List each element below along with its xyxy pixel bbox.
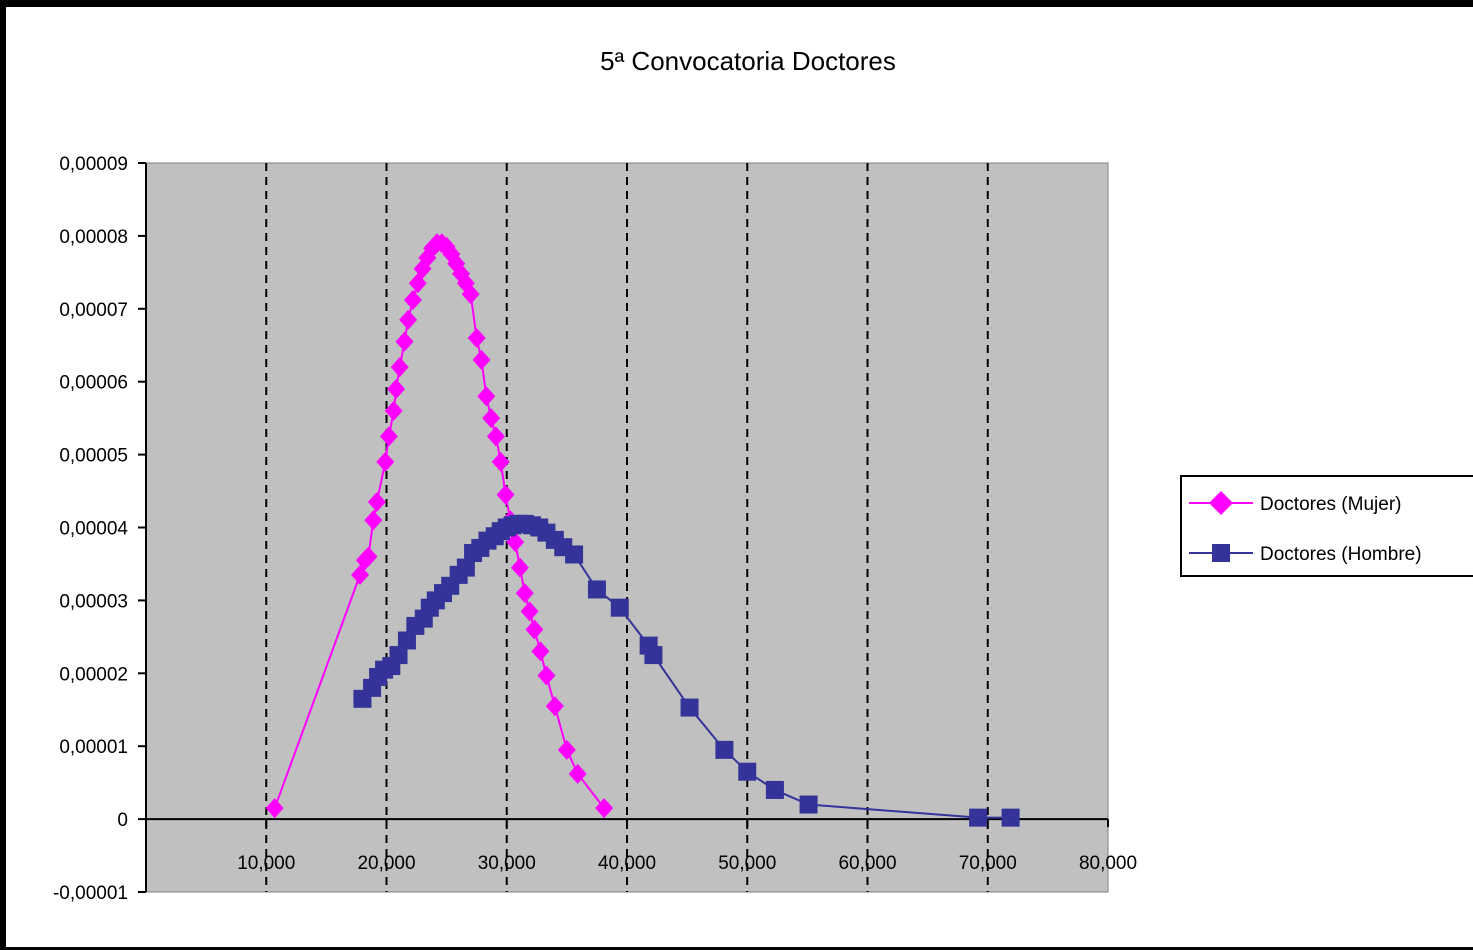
data-point-diamond bbox=[515, 583, 534, 604]
data-point-diamond bbox=[399, 309, 418, 330]
x-axis-ticks: 10,000 20,000 30,000 40,000 50,000 60,000 70,0… bbox=[237, 819, 1137, 874]
data-point-diamond bbox=[486, 426, 505, 447]
x-tick-label: 40,000 bbox=[598, 853, 656, 874]
data-point-diamond bbox=[359, 546, 378, 567]
data-point-square bbox=[587, 580, 606, 599]
data-point-diamond bbox=[545, 696, 564, 717]
x-tick-label: 70,000 bbox=[959, 853, 1017, 874]
y-tick-label: 0 bbox=[117, 810, 128, 831]
data-point-diamond bbox=[568, 763, 587, 784]
series-layer bbox=[265, 233, 1020, 827]
x-tick-label: 60,000 bbox=[838, 853, 896, 874]
data-point-diamond bbox=[482, 408, 501, 429]
data-point-square bbox=[738, 762, 757, 781]
y-tick-label: 0,00004 bbox=[59, 519, 128, 540]
y-axis-ticks: -0,00001 0 0,00001 0,00002 0,00003 0,00004 0,0… bbox=[53, 154, 146, 904]
data-point-diamond bbox=[395, 331, 414, 352]
data-point-diamond bbox=[595, 798, 614, 819]
data-point-diamond bbox=[477, 386, 496, 407]
data-point-square bbox=[1001, 808, 1020, 827]
data-point-diamond bbox=[364, 510, 383, 531]
data-point-diamond bbox=[537, 665, 556, 686]
data-point-diamond bbox=[376, 451, 395, 472]
data-point-diamond bbox=[506, 532, 525, 553]
data-point-diamond bbox=[367, 491, 386, 512]
legend-label-hombre: Doctores (Hombre) bbox=[1260, 544, 1422, 565]
chart-title: 5ª Convocatoria Doctores bbox=[600, 46, 896, 76]
data-point-square bbox=[644, 646, 663, 665]
data-point-diamond bbox=[387, 378, 406, 399]
data-point-diamond bbox=[510, 557, 529, 578]
legend-marker-diamond bbox=[1209, 491, 1233, 515]
legend-label-mujer: Doctores (Mujer) bbox=[1260, 494, 1401, 515]
data-point-square bbox=[565, 545, 584, 564]
x-tick-label: 80,000 bbox=[1079, 853, 1137, 874]
data-point-diamond bbox=[496, 484, 515, 505]
y-tick-label: 0,00005 bbox=[59, 446, 128, 467]
x-tick-label: 20,000 bbox=[357, 853, 415, 874]
data-point-diamond bbox=[390, 357, 409, 378]
data-point-diamond bbox=[379, 426, 398, 447]
data-point-square bbox=[715, 740, 734, 759]
data-point-square bbox=[799, 795, 818, 814]
data-point-diamond bbox=[520, 601, 539, 622]
data-point-square bbox=[680, 698, 699, 717]
y-tick-label: 0,00003 bbox=[59, 591, 128, 612]
y-tick-label: 0,00002 bbox=[59, 664, 128, 685]
y-tick-label: 0,00006 bbox=[59, 373, 128, 394]
data-point-square bbox=[969, 808, 988, 827]
x-tick-label: 30,000 bbox=[478, 853, 536, 874]
y-tick-label: 0,00007 bbox=[59, 300, 128, 321]
data-point-diamond bbox=[525, 619, 544, 640]
data-point-square bbox=[397, 631, 416, 650]
y-tick-label: 0,00001 bbox=[59, 737, 128, 758]
legend-marker-square bbox=[1212, 544, 1230, 562]
data-point-diamond bbox=[557, 739, 576, 760]
y-tick-label: 0,00008 bbox=[59, 227, 128, 248]
data-point-diamond bbox=[461, 284, 480, 305]
data-point-square bbox=[765, 780, 784, 799]
y-tick-label: -0,00001 bbox=[53, 883, 128, 904]
y-tick-label: 0,00009 bbox=[59, 154, 128, 175]
data-point-square bbox=[456, 558, 475, 577]
data-point-square bbox=[610, 598, 629, 617]
data-point-diamond bbox=[531, 641, 550, 662]
data-point-diamond bbox=[472, 349, 491, 370]
x-tick-label: 50,000 bbox=[718, 853, 776, 874]
data-point-diamond bbox=[467, 327, 486, 348]
x-tick-label: 10,000 bbox=[237, 853, 295, 874]
data-point-diamond bbox=[403, 290, 422, 311]
data-point-diamond bbox=[265, 798, 284, 819]
data-point-diamond bbox=[491, 451, 510, 472]
legend: Doctores (Mujer) Doctores (Hombre) bbox=[1180, 475, 1473, 577]
data-point-square bbox=[389, 646, 408, 665]
data-point-diamond bbox=[384, 400, 403, 421]
